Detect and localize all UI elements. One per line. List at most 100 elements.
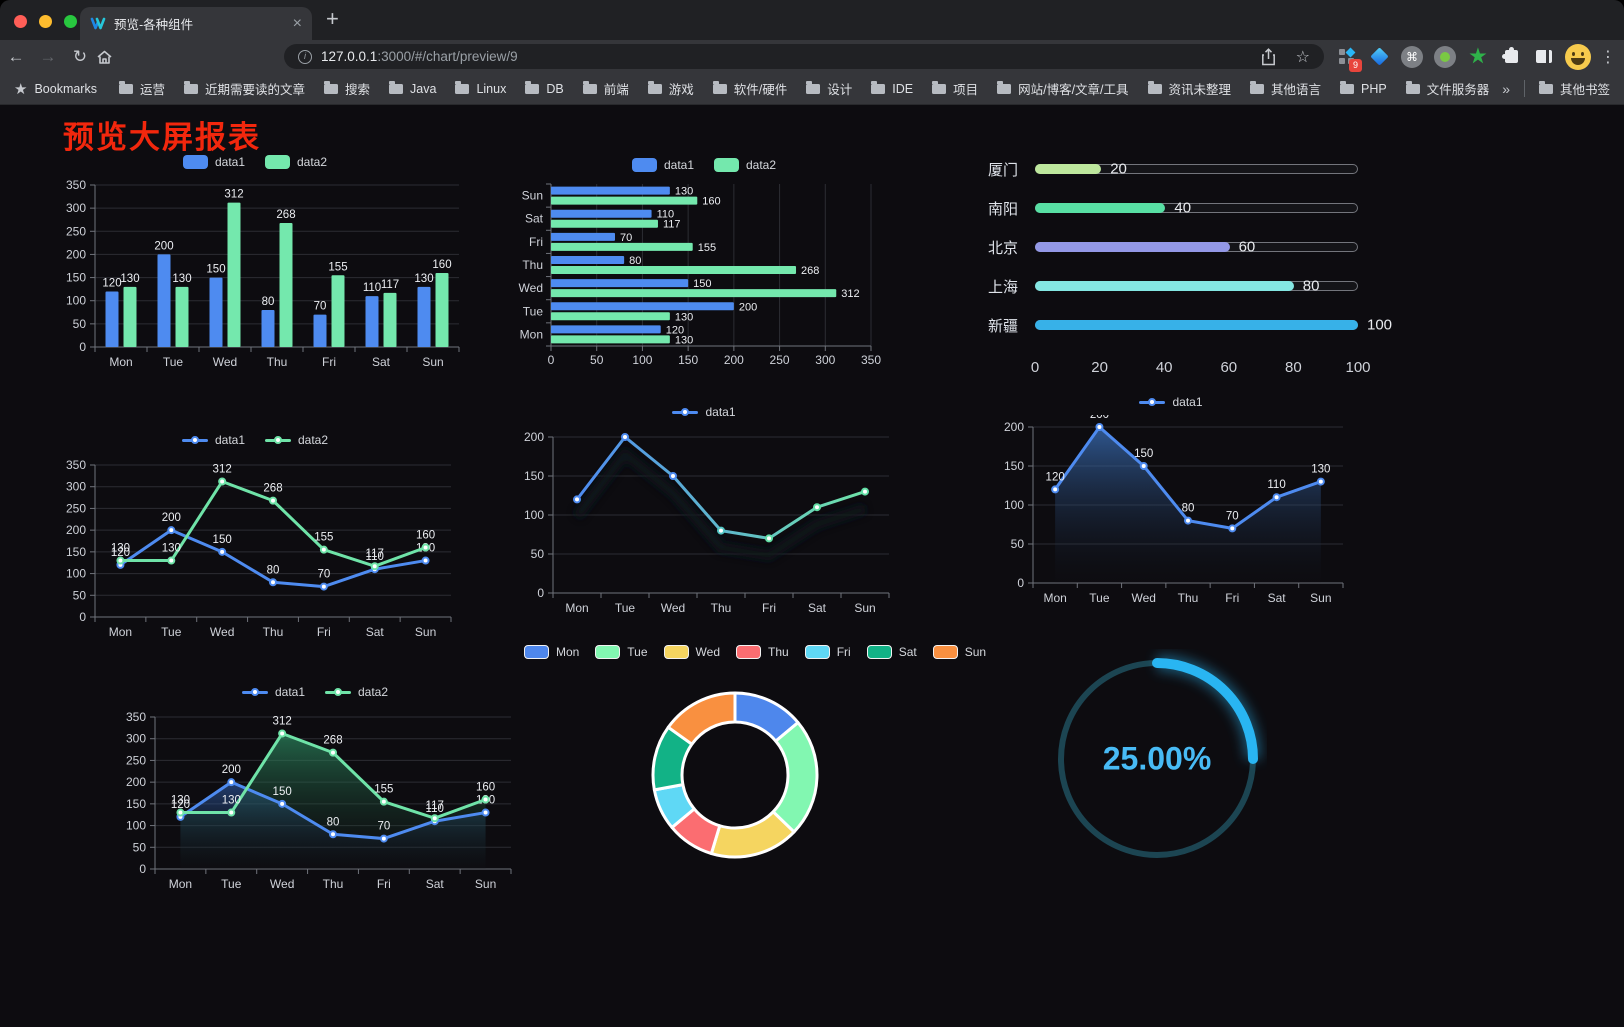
bookmark-folder[interactable]: 前端: [582, 79, 629, 98]
tab-close-icon[interactable]: ×: [292, 14, 302, 32]
svg-text:155: 155: [374, 784, 393, 796]
chart-line-gradient[interactable]: data1 0 50 100 150 200 Mon Tue Wed Thu Fri Sat Sun: [505, 401, 903, 626]
recorder-extension-icon[interactable]: [1433, 45, 1457, 69]
legend-item[interactable]: data2: [714, 158, 776, 172]
legend-item[interactable]: Wed: [663, 645, 720, 659]
other-bookmarks[interactable]: 其他书签: [1538, 79, 1610, 98]
legend-item[interactable]: data1: [182, 155, 245, 169]
share-icon[interactable]: [1261, 47, 1276, 66]
legend-item[interactable]: Fri: [804, 645, 851, 659]
bookmark-folder[interactable]: 软件/硬件: [712, 79, 787, 98]
chart-legend[interactable]: data1: [505, 401, 903, 423]
bookmarks-overflow-chevron[interactable]: »: [1502, 80, 1510, 97]
bookmark-folder[interactable]: 项目: [932, 79, 978, 98]
extensions-puzzle-icon[interactable]: [1499, 45, 1523, 69]
svg-text:155: 155: [314, 532, 333, 544]
svg-text:70: 70: [620, 232, 632, 244]
svg-text:250: 250: [126, 753, 146, 767]
svg-text:0: 0: [537, 586, 544, 600]
bookmark-folder[interactable]: DB: [525, 80, 564, 96]
chart-progress-bars[interactable]: 厦门 20 南阳 40 北京 60 上海 80 新疆 100 0 20 40 60 80 100: [988, 161, 1392, 379]
browser-menu-icon[interactable]: ⋮: [1600, 48, 1616, 66]
legend-item[interactable]: data2: [325, 685, 388, 699]
chart-legend[interactable]: Mon Tue Wed Thu Fri Sat Sun: [523, 641, 986, 663]
url-bar[interactable]: i 127.0.0.1 :3000/#/chart/preview/9 ☆: [284, 44, 1324, 69]
folder-icon: [1147, 80, 1162, 94]
gem-extension-icon[interactable]: [1367, 45, 1391, 69]
chart-legend[interactable]: data1: [985, 391, 1357, 413]
svg-text:100: 100: [66, 294, 86, 308]
svg-text:200: 200: [162, 512, 181, 524]
svg-text:Sat: Sat: [525, 212, 544, 226]
bookmark-folder[interactable]: 运营: [118, 79, 165, 98]
back-icon[interactable]: ←: [7, 46, 25, 66]
svg-text:312: 312: [213, 464, 232, 476]
legend-item[interactable]: data1: [181, 433, 245, 447]
svg-text:250: 250: [770, 353, 790, 367]
legend-item[interactable]: Thu: [736, 645, 789, 659]
svg-text:117: 117: [663, 219, 681, 231]
legend-item[interactable]: Mon: [523, 645, 579, 659]
progress-row: 北京 60: [988, 239, 1358, 257]
bookmark-star-icon[interactable]: ☆: [1295, 48, 1310, 66]
bookmark-folder[interactable]: 资讯未整理: [1147, 79, 1231, 98]
legend-item[interactable]: data2: [265, 155, 327, 169]
reload-icon[interactable]: ↻: [72, 46, 88, 66]
metrics-extension-icon[interactable]: 9: [1334, 45, 1362, 72]
chart-donut[interactable]: Mon Tue Wed Thu Fri Sat Sun: [523, 641, 986, 896]
legend-item[interactable]: data1: [241, 685, 305, 699]
command-extension-icon[interactable]: ⌘: [1400, 45, 1424, 69]
browser-tab[interactable]: 预览-各种组件 ×: [80, 7, 312, 40]
chart-legend[interactable]: data1 data2: [105, 681, 525, 703]
chart-line-dual[interactable]: data1 data2 0 50 100 150 200 250 300 350 Mon Tue We…: [45, 429, 465, 650]
legend-item[interactable]: data2: [265, 433, 328, 447]
site-info-icon[interactable]: i: [298, 49, 312, 64]
chart-bar-horizontal[interactable]: data1 data2 0 50 100 150 200 250 300 350 Sun 130 16…: [505, 154, 903, 379]
forward-icon[interactable]: →: [39, 46, 57, 66]
svg-text:0: 0: [139, 862, 146, 876]
svg-text:Sat: Sat: [426, 877, 445, 891]
chart-bar-grouped[interactable]: data1 data2 0 50 100 150 200 250 300 350 Mon 120 13…: [45, 151, 465, 380]
bookmark-folder[interactable]: 游戏: [647, 79, 694, 98]
green-star-extension-icon[interactable]: ★: [1469, 46, 1487, 67]
sidebar-toggle-icon[interactable]: [1532, 45, 1556, 69]
bookmark-folder[interactable]: 网站/博客/文章/工具: [997, 79, 1129, 98]
bookmarks-label[interactable]: Bookmarks: [34, 81, 97, 96]
svg-text:Wed: Wed: [210, 625, 234, 639]
legend-item[interactable]: Tue: [595, 645, 648, 659]
progress-row: 上海 80: [988, 278, 1358, 296]
legend-item[interactable]: data1: [631, 158, 694, 172]
bookmark-folder[interactable]: 搜索: [324, 79, 370, 98]
bookmark-folder[interactable]: IDE: [871, 80, 913, 96]
minimize-window-button[interactable]: [39, 15, 52, 28]
svg-text:Tue: Tue: [615, 601, 636, 615]
bookmark-folder[interactable]: PHP: [1340, 80, 1387, 96]
bookmark-folder[interactable]: 文件服务器: [1405, 79, 1489, 98]
bookmark-folder[interactable]: 近期需要读的文章: [184, 79, 305, 98]
chart-legend[interactable]: data1 data2: [45, 429, 465, 451]
svg-text:Mon: Mon: [565, 601, 588, 615]
bookmark-folder[interactable]: 其他语言: [1250, 79, 1321, 98]
chart-area-dual[interactable]: data1 data2 0 50 100 150 200 250 300 350 Mon Tue We…: [105, 681, 525, 902]
profile-avatar[interactable]: [1565, 43, 1591, 70]
legend-item[interactable]: Sat: [866, 645, 917, 659]
svg-text:Wed: Wed: [1131, 591, 1155, 605]
legend-item[interactable]: data1: [672, 405, 736, 419]
new-tab-button[interactable]: +: [326, 6, 339, 31]
legend-item[interactable]: Sun: [932, 645, 986, 659]
bookmark-folder[interactable]: Java: [389, 80, 436, 96]
close-window-button[interactable]: [14, 15, 27, 28]
chart-legend[interactable]: data1 data2: [505, 154, 903, 176]
chart-ring-progress[interactable]: 25.00%: [1047, 649, 1267, 869]
bookmark-folder[interactable]: Linux: [455, 80, 506, 96]
legend-item[interactable]: data1: [1139, 395, 1203, 409]
maximize-window-button[interactable]: [64, 15, 77, 28]
svg-text:250: 250: [66, 501, 86, 515]
bookmark-folder[interactable]: 设计: [806, 79, 852, 98]
chart-area-single[interactable]: data1 0 50 100 150 200 Mon Tue Wed Thu Fri Sat Sun 1…: [985, 391, 1357, 616]
folder-icon: [1340, 80, 1355, 94]
home-icon[interactable]: [96, 49, 128, 65]
svg-text:268: 268: [323, 735, 342, 747]
svg-text:Mon: Mon: [520, 327, 543, 341]
chart-legend[interactable]: data1 data2: [45, 151, 465, 173]
